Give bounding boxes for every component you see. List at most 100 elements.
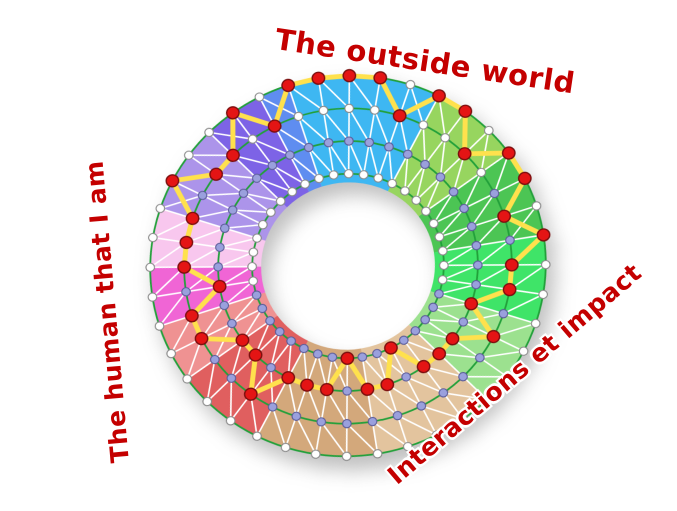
node-purple [448, 187, 459, 197]
node-purple [466, 221, 477, 232]
node-purple [342, 418, 352, 429]
node-purple [498, 308, 509, 319]
node-purple [471, 240, 482, 251]
node-white [530, 318, 541, 329]
red-node [248, 348, 263, 362]
node-white [225, 416, 236, 426]
node-white [437, 275, 448, 285]
node-white [275, 196, 286, 206]
node-purple [357, 352, 368, 362]
node-white [254, 92, 265, 102]
node-white [248, 247, 259, 257]
node-purple [274, 327, 285, 337]
node-white [402, 441, 413, 452]
node-white [247, 134, 258, 144]
red-node [517, 171, 532, 186]
red-node [432, 89, 446, 103]
red-node [501, 146, 516, 160]
node-white [252, 431, 262, 441]
node-purple [312, 349, 323, 359]
node-white [428, 218, 439, 229]
node-white [247, 261, 257, 272]
red-node [225, 106, 240, 120]
node-white [182, 374, 193, 384]
node-purple [291, 411, 302, 421]
node-white [458, 414, 468, 424]
red-node [194, 331, 209, 346]
red-node [226, 148, 240, 162]
node-white [344, 103, 354, 114]
node-white [358, 170, 369, 180]
node-white [183, 150, 194, 160]
red-node [281, 371, 296, 385]
red-node [360, 382, 375, 396]
node-white [440, 133, 451, 143]
wheel [145, 69, 551, 461]
node-white [373, 173, 384, 183]
node-white [518, 346, 529, 356]
node-purple [299, 343, 309, 354]
red-node [486, 329, 501, 344]
node-white [439, 260, 449, 271]
node-purple [434, 289, 444, 299]
node-white [411, 195, 422, 205]
sector-green-pale [409, 291, 536, 400]
node-purple [209, 354, 220, 365]
node-purple [384, 142, 394, 152]
node-white [431, 430, 442, 440]
node-purple [257, 303, 268, 314]
node-white [318, 105, 329, 116]
node-purple [458, 317, 469, 327]
node-purple [344, 136, 354, 146]
red-node [179, 235, 194, 250]
node-purple [265, 316, 275, 326]
node-white [421, 206, 431, 216]
node-purple [227, 318, 237, 329]
red-node [235, 333, 250, 347]
red-node [392, 109, 407, 123]
node-purple [226, 373, 237, 383]
node-purple [416, 401, 427, 411]
node-purple [364, 137, 375, 148]
node-white [341, 451, 352, 461]
node-purple [475, 353, 485, 363]
node-white [300, 179, 310, 189]
node-white [293, 111, 304, 122]
red-node [502, 282, 517, 297]
node-white [145, 262, 156, 273]
node-white [147, 292, 158, 302]
node-purple [398, 335, 409, 345]
node-purple [286, 336, 296, 346]
node-purple [471, 280, 481, 290]
red-node [281, 78, 296, 93]
node-purple [213, 262, 224, 272]
node-white [418, 120, 429, 130]
node-white [148, 232, 158, 243]
red-node [416, 359, 431, 374]
node-purple [227, 205, 238, 215]
node-purple [197, 190, 208, 201]
node-purple [219, 300, 230, 311]
red-node [536, 228, 551, 242]
node-purple [420, 315, 431, 325]
node-white [538, 289, 548, 300]
node-white [405, 79, 416, 90]
node-white [502, 372, 513, 382]
node-white [265, 207, 276, 217]
node-purple [428, 302, 438, 312]
sector-red-dark [187, 315, 309, 437]
node-purple [505, 235, 515, 245]
red-node [464, 297, 479, 311]
node-white [400, 186, 410, 196]
red-node [177, 260, 192, 274]
node-white [387, 178, 397, 189]
red-node [432, 347, 447, 361]
node-purple [266, 362, 276, 373]
red-node [267, 119, 282, 133]
node-white [280, 442, 291, 453]
red-node [185, 211, 200, 225]
nodes [145, 69, 551, 461]
red-node [380, 377, 395, 392]
node-purple [489, 188, 500, 199]
